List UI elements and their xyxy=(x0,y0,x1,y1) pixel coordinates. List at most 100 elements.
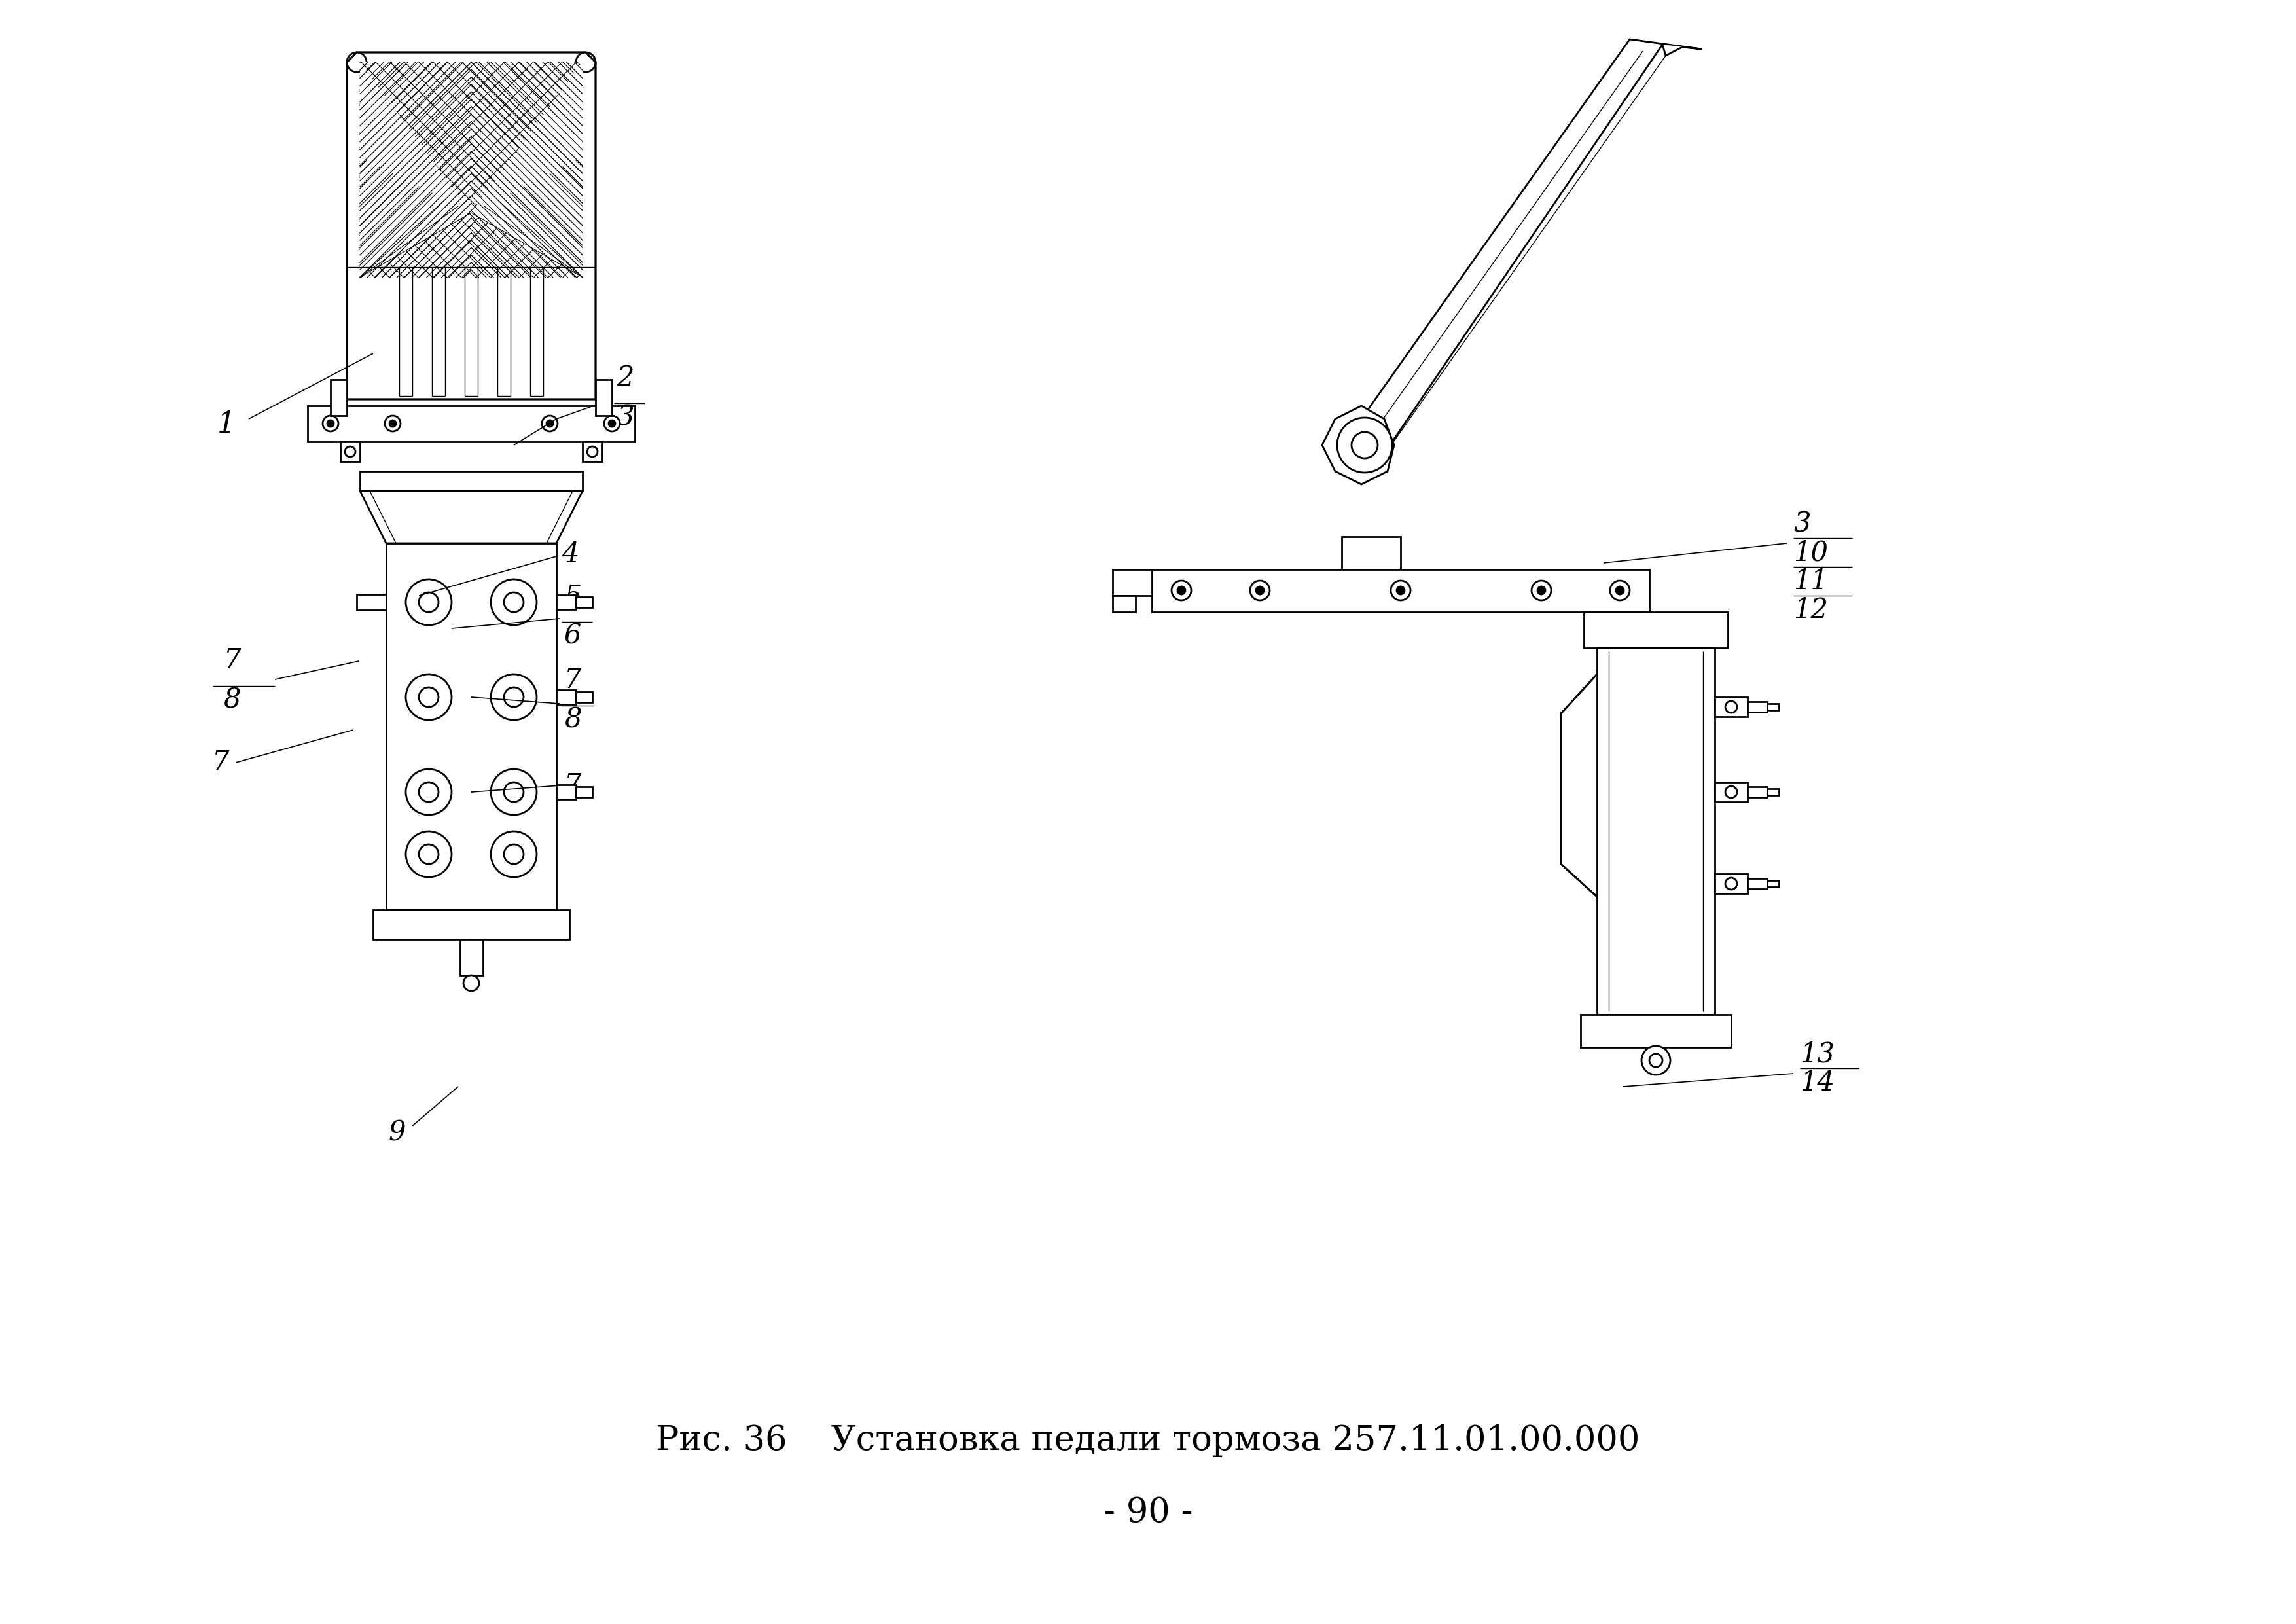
Circle shape xyxy=(1391,581,1410,601)
Circle shape xyxy=(1178,586,1185,594)
Text: 3: 3 xyxy=(618,403,634,430)
Bar xyxy=(583,442,602,461)
Polygon shape xyxy=(1322,406,1394,484)
Circle shape xyxy=(324,416,338,432)
Bar xyxy=(360,471,583,490)
Text: 8: 8 xyxy=(565,706,581,732)
Text: 7: 7 xyxy=(211,749,230,776)
Text: 7: 7 xyxy=(565,771,581,799)
Bar xyxy=(459,939,482,976)
Circle shape xyxy=(491,674,537,719)
Bar xyxy=(360,62,583,278)
Circle shape xyxy=(418,783,439,802)
Bar xyxy=(556,690,576,705)
Circle shape xyxy=(1649,1054,1662,1067)
Text: 13: 13 xyxy=(1800,1039,1835,1067)
Circle shape xyxy=(347,52,367,71)
Text: 1: 1 xyxy=(218,409,236,438)
Bar xyxy=(340,442,360,461)
Text: 14: 14 xyxy=(1800,1069,1835,1096)
Text: 9: 9 xyxy=(388,1119,406,1147)
Circle shape xyxy=(491,580,537,625)
Bar xyxy=(372,909,569,939)
Circle shape xyxy=(604,416,620,432)
Circle shape xyxy=(1724,786,1738,797)
Circle shape xyxy=(503,783,523,802)
Circle shape xyxy=(546,421,553,427)
Circle shape xyxy=(503,593,523,612)
Circle shape xyxy=(1616,586,1623,594)
Circle shape xyxy=(503,844,523,864)
Circle shape xyxy=(1538,586,1545,594)
Bar xyxy=(1747,702,1768,713)
Circle shape xyxy=(1642,1046,1669,1075)
Bar xyxy=(331,380,347,416)
Bar xyxy=(556,784,576,799)
Bar xyxy=(1584,612,1729,648)
Circle shape xyxy=(418,844,439,864)
Text: 5: 5 xyxy=(565,583,581,611)
Bar xyxy=(1768,703,1779,710)
Bar xyxy=(595,380,613,416)
Polygon shape xyxy=(360,62,471,278)
Circle shape xyxy=(418,593,439,612)
Circle shape xyxy=(1336,417,1391,473)
Circle shape xyxy=(406,580,452,625)
Circle shape xyxy=(406,831,452,877)
Circle shape xyxy=(503,687,523,706)
Circle shape xyxy=(406,770,452,815)
Circle shape xyxy=(1724,879,1738,890)
Bar xyxy=(360,62,583,278)
Bar xyxy=(1114,570,1153,596)
Text: 3: 3 xyxy=(1793,510,1812,538)
Bar xyxy=(1768,789,1779,796)
Polygon shape xyxy=(1348,39,1701,458)
Circle shape xyxy=(1609,581,1630,601)
Bar xyxy=(1580,1015,1731,1047)
Circle shape xyxy=(491,770,537,815)
Text: 6: 6 xyxy=(565,622,581,650)
Circle shape xyxy=(1531,581,1552,601)
Bar xyxy=(1341,538,1401,570)
Bar xyxy=(1747,879,1768,888)
Bar xyxy=(1114,596,1137,612)
Circle shape xyxy=(491,831,537,877)
Circle shape xyxy=(1256,586,1263,594)
Text: - 90 -: - 90 - xyxy=(1104,1496,1192,1530)
Bar xyxy=(356,594,386,611)
Bar xyxy=(556,594,576,609)
Circle shape xyxy=(328,421,333,427)
Text: 10: 10 xyxy=(1793,539,1828,567)
Bar xyxy=(386,544,556,909)
Text: 7: 7 xyxy=(565,666,581,693)
Circle shape xyxy=(608,421,615,427)
Text: 2: 2 xyxy=(618,364,634,391)
Text: 4: 4 xyxy=(563,541,579,568)
Circle shape xyxy=(576,52,595,71)
Bar xyxy=(1715,783,1747,802)
Circle shape xyxy=(344,447,356,456)
Circle shape xyxy=(418,687,439,706)
Circle shape xyxy=(1352,432,1378,458)
Bar xyxy=(576,598,592,607)
Bar xyxy=(1768,880,1779,887)
Bar xyxy=(1747,786,1768,797)
Circle shape xyxy=(390,421,395,427)
Bar xyxy=(1715,697,1747,716)
Bar xyxy=(1715,874,1747,893)
Text: Рис. 36    Установка педали тормоза 257.11.01.00.000: Рис. 36 Установка педали тормоза 257.11.… xyxy=(657,1424,1639,1457)
Polygon shape xyxy=(1662,44,1701,55)
Text: 11: 11 xyxy=(1793,567,1828,594)
Bar xyxy=(1598,648,1715,1015)
Circle shape xyxy=(386,416,400,432)
Circle shape xyxy=(406,674,452,719)
Text: 8: 8 xyxy=(223,685,241,713)
Polygon shape xyxy=(471,62,583,278)
Text: 7: 7 xyxy=(223,646,241,674)
Bar xyxy=(1153,570,1649,612)
Circle shape xyxy=(464,976,480,991)
Circle shape xyxy=(1396,586,1405,594)
Polygon shape xyxy=(347,52,595,400)
Circle shape xyxy=(1724,702,1738,713)
Circle shape xyxy=(1249,581,1270,601)
